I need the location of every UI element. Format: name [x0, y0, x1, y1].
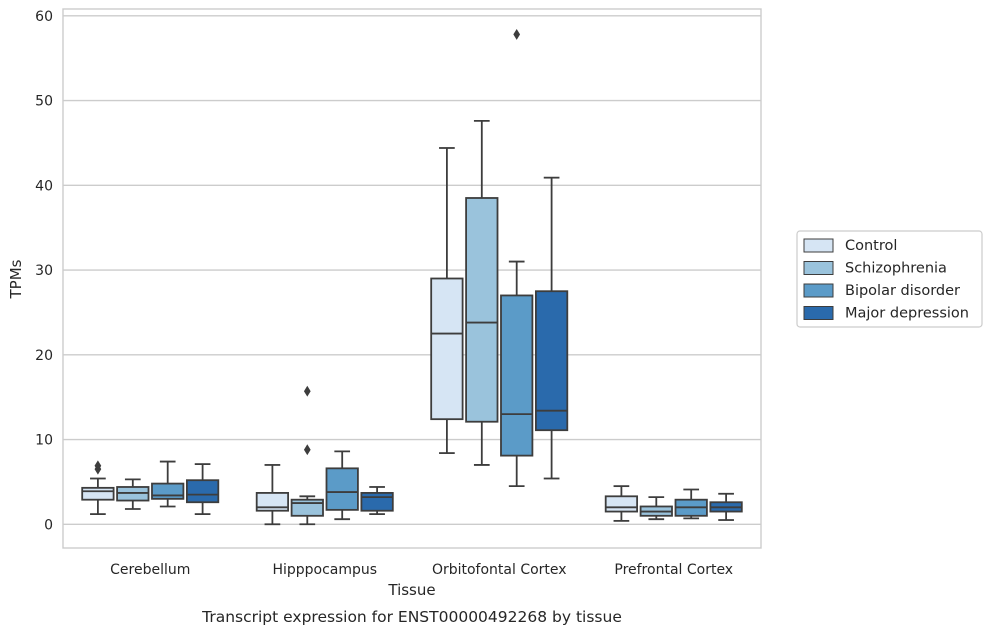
box-bipolar-disorder	[151, 460, 185, 508]
legend-label: Bipolar disorder	[845, 283, 960, 299]
outlier-point	[94, 460, 102, 472]
box-body	[325, 467, 359, 511]
box-body	[185, 479, 220, 504]
box-schizophrenia	[465, 119, 499, 466]
box-control	[255, 464, 290, 526]
outlier-point	[513, 28, 521, 40]
box-body	[465, 197, 499, 423]
box-control	[604, 485, 639, 522]
box-bipolar-disorder	[325, 450, 359, 521]
y-tick-label: 0	[44, 517, 53, 533]
gridlines	[63, 15, 761, 525]
box-body	[255, 492, 290, 512]
x-tick-label: Cerebellum	[110, 562, 190, 578]
legend-label: Control	[845, 238, 897, 254]
y-axis-ticks: 0 10 20 30 40 50 60	[35, 9, 53, 533]
x-tick-label: Hipppocampus	[272, 562, 377, 578]
box-body	[81, 486, 115, 501]
legend-swatch	[803, 238, 834, 253]
box-body	[290, 498, 324, 517]
box-body	[430, 277, 464, 421]
y-tick-label: 50	[35, 94, 53, 110]
box-major-depression	[534, 176, 569, 480]
y-tick-label: 10	[35, 433, 53, 449]
box-control	[430, 147, 464, 454]
legend-frame	[796, 230, 983, 328]
x-tick-label: Prefrontal Cortex	[614, 562, 733, 578]
outlier-point	[303, 385, 311, 397]
box-schizophrenia	[116, 478, 150, 510]
legend-label: Schizophrenia	[845, 261, 947, 277]
box-control	[81, 460, 115, 516]
box-body	[360, 492, 394, 512]
box-body	[534, 290, 569, 432]
y-tick-label: 60	[35, 9, 53, 25]
box-schizophrenia	[290, 385, 324, 526]
legend: Control Schizophrenia Bipolar disorder Majo…	[796, 230, 983, 328]
legend-label: Major depression	[845, 306, 969, 322]
outlier-point	[303, 444, 311, 456]
box-body	[604, 495, 639, 513]
box-body	[151, 482, 185, 500]
chart-caption: Transcript expression for ENST0000049226…	[201, 608, 622, 626]
x-axis-ticks: Cerebellum Hipppocampus Orbitofontal Corte…	[110, 562, 733, 578]
box-major-depression	[185, 463, 220, 516]
x-axis-label: Tissue	[387, 581, 435, 599]
box-body	[500, 294, 534, 457]
y-axis-label: TPMs	[7, 259, 25, 299]
y-tick-label: 40	[35, 178, 53, 194]
boxes	[81, 28, 743, 526]
box-major-depression	[709, 492, 743, 521]
box-bipolar-disorder	[500, 28, 534, 488]
box-major-depression	[360, 486, 394, 516]
y-tick-label: 20	[35, 348, 53, 364]
y-tick-label: 30	[35, 263, 53, 279]
x-tick-label: Orbitofontal Cortex	[432, 562, 567, 578]
box-bipolar-disorder	[674, 488, 708, 520]
legend-swatch	[803, 283, 834, 298]
plot-frame	[62, 8, 762, 549]
box-schizophrenia	[639, 496, 673, 521]
legend-swatch	[803, 261, 834, 275]
legend-swatch	[803, 306, 834, 320]
